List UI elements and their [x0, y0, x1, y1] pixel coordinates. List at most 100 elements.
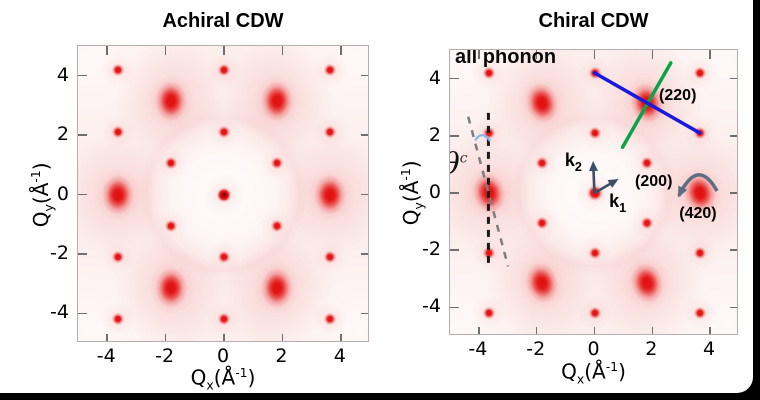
k1-vector-label: k1 [609, 191, 627, 216]
satellite-peak-halo [153, 146, 188, 181]
right-tick-mark [730, 249, 737, 251]
chiral-tilt-line [466, 116, 510, 267]
bragg-peak-spot [514, 71, 570, 134]
y-tick-label: 4 [428, 66, 441, 89]
satellite-peak-spot [111, 250, 125, 264]
y-tick-label: -2 [50, 241, 69, 264]
satellite-peak-spot [482, 306, 496, 320]
right-tick-mark [361, 134, 368, 136]
satellite-peak-halo [313, 115, 348, 150]
bragg-peak-spot [256, 261, 299, 315]
left-tick-mark [78, 312, 87, 315]
satellite-peak-halo [313, 52, 348, 87]
satellite-peak-spot [164, 219, 178, 233]
bragg-peak-halo [114, 46, 227, 161]
center-peak-spot [586, 185, 603, 201]
bragg-peak-halo [114, 228, 227, 341]
satellite-peak-spot [588, 126, 601, 140]
x-tick-label: 0 [587, 338, 600, 360]
satellite-peak-spot [323, 312, 337, 326]
x-axis-symbol: Q [561, 359, 577, 384]
bragg-peak-spot [514, 252, 570, 315]
satellite-peak-spot [588, 66, 601, 80]
bottom-tick-mark [593, 327, 596, 334]
satellite-peak-halo [100, 115, 135, 150]
green-scan-line [620, 61, 673, 149]
top-tick-mark [709, 50, 711, 59]
satellite-peak-spot [270, 156, 284, 170]
x-tick-label: -2 [155, 345, 175, 367]
left-tick-mark [78, 74, 87, 77]
bragg-peak-spot [256, 74, 299, 128]
bragg-peak-spot [96, 168, 139, 221]
x-tick-label: 4 [703, 338, 716, 360]
satellite-peak-halo [682, 236, 717, 271]
satellite-peak-spot [588, 246, 601, 260]
chiral-angle-theta-label: θc [450, 146, 468, 180]
top-tick-mark [593, 50, 596, 59]
satellite-peak-halo [260, 146, 295, 181]
left-tick-mark [450, 135, 459, 137]
top-tick-mark [651, 50, 654, 59]
satellite-peak-spot [693, 66, 707, 80]
satellite-peak-halo [577, 296, 612, 331]
satellite-peak-spot [693, 246, 707, 260]
bragg-peak-spot [149, 74, 192, 128]
peak-label-220: (220) [659, 86, 697, 104]
bottom-tick-mark [709, 327, 711, 334]
satellite-peak-halo [313, 239, 348, 274]
y-tick-label: 0 [428, 181, 441, 203]
right-tick-mark [361, 193, 368, 196]
bottom-tick-mark [478, 327, 480, 334]
x-tick-label: -4 [468, 338, 488, 360]
x-tick-label: -2 [526, 338, 546, 360]
satellite-peak-spot [323, 250, 337, 264]
satellite-peak-spot [111, 312, 125, 326]
satellite-peak-spot [270, 219, 284, 233]
x-tick-label: 2 [645, 338, 658, 360]
satellite-peak-halo [260, 208, 295, 243]
bottom-tick-mark [223, 334, 225, 341]
right-tick-mark [361, 312, 368, 315]
top-tick-mark [281, 46, 284, 55]
k2-vector [592, 166, 596, 194]
y-axis-symbol: Q [398, 209, 423, 226]
satellite-peak-halo [472, 296, 507, 331]
satellite-peak-spot [111, 125, 125, 139]
y-tick-label: 2 [56, 123, 69, 146]
center-peak-spot [216, 187, 232, 202]
left-tick-mark [450, 306, 459, 309]
bragg-peak-halo [472, 210, 612, 334]
bottom-tick-mark [164, 334, 167, 341]
satellite-peak-spot [535, 216, 549, 230]
satellite-peak-spot [588, 306, 601, 320]
y-tick-label: -4 [50, 301, 69, 324]
satellite-peak-spot [164, 156, 178, 170]
y-tick-label: 4 [56, 63, 69, 86]
right-tick-mark [361, 74, 368, 77]
satellite-peak-spot [323, 63, 337, 77]
right-tick-mark [730, 192, 737, 194]
satellite-peak-halo [100, 239, 135, 274]
satellite-peak-halo [313, 302, 348, 337]
satellite-peak-halo [682, 115, 717, 150]
satellite-peak-spot [482, 126, 496, 140]
right-tick-mark [730, 306, 737, 309]
satellite-peak-spot [535, 156, 549, 170]
satellite-peak-halo [207, 302, 241, 337]
arrowhead [589, 160, 599, 172]
bottom-tick-mark [281, 334, 284, 341]
bragg-peak-halo [221, 46, 334, 161]
right-tick-mark [730, 135, 737, 137]
y-tick-label: -4 [422, 295, 441, 318]
right-tick-mark [361, 253, 368, 255]
achiral-panel-title: Achiral CDW [162, 10, 284, 32]
all-phonon-label: all phonon [455, 49, 557, 68]
satellite-peak-halo [207, 239, 241, 274]
satellite-peak-spot [111, 63, 125, 77]
satellite-peak-spot [217, 312, 231, 326]
y-axis-symbol: Q [28, 211, 53, 228]
satellite-peak-halo [207, 52, 241, 87]
satellite-peak-halo [682, 296, 717, 331]
peak-label-200: (200) [635, 173, 673, 191]
